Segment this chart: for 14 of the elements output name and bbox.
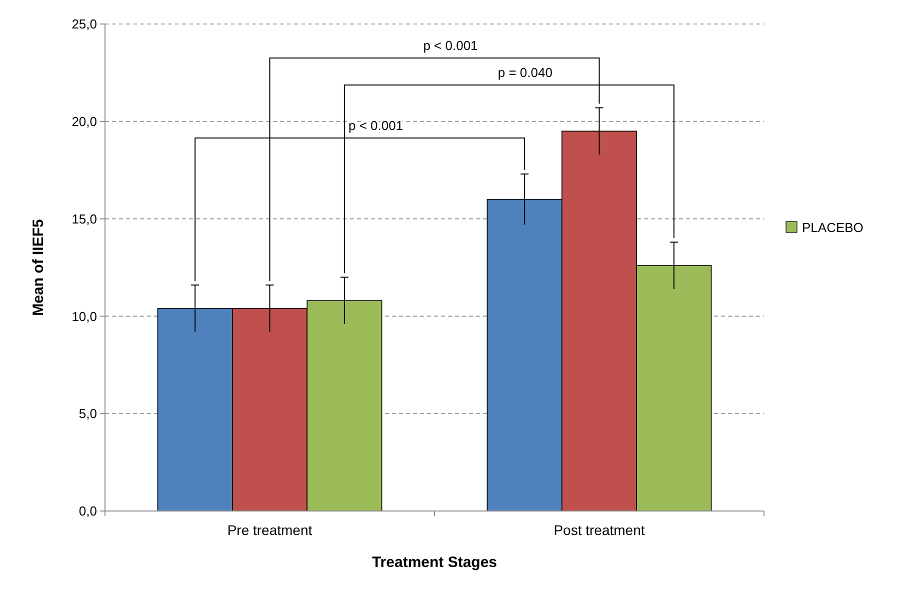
y-tick-label: 25,0 xyxy=(72,16,97,32)
y-tick-label: 0,0 xyxy=(78,504,97,519)
annotation: p = 0.040 xyxy=(498,65,552,80)
x-tick-label: Pre treatment xyxy=(227,522,312,538)
y-tick-label: 10,0 xyxy=(72,308,97,324)
annotation: p < 0.001 xyxy=(423,38,478,53)
y-axis-title: Mean of IIEF5 xyxy=(30,219,47,316)
y-tick-label: 15,0 xyxy=(72,211,97,226)
y-tick-label: 20,0 xyxy=(72,114,97,129)
y-tick-label: 5,0 xyxy=(78,406,97,422)
legend-label: PLACEBO xyxy=(802,220,864,236)
x-axis-title: Treatment Stages xyxy=(372,554,498,571)
x-tick-label: Post treatment xyxy=(554,522,645,538)
annotation: p < 0.001 xyxy=(348,118,404,133)
